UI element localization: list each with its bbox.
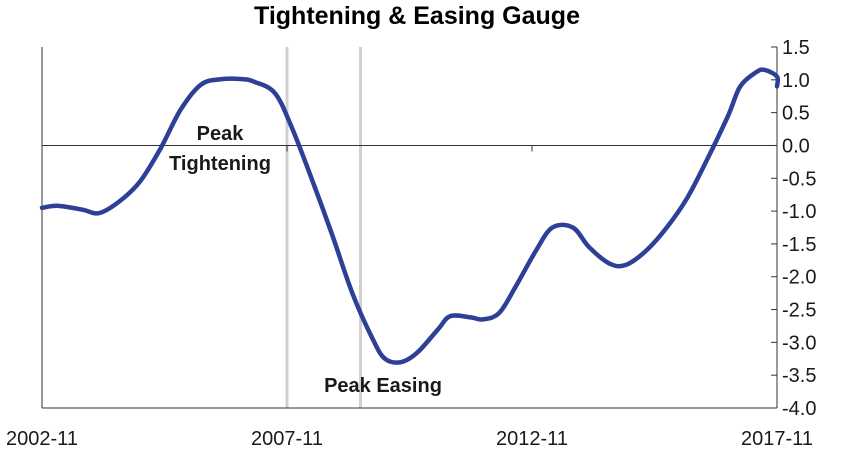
y-tick-label: -2.5 — [782, 300, 816, 322]
annotation-peak-tightening-line1: Peak — [197, 123, 245, 145]
series-group — [39, 67, 781, 365]
x-tick-label: 2007-11 — [251, 428, 323, 450]
y-tick-label: -1.0 — [782, 201, 816, 223]
plot-frame — [41, 47, 778, 409]
annotation-peak-tightening-line2: Tightening — [169, 153, 271, 175]
y-tick-label: 0.0 — [782, 135, 810, 157]
x-tick-label: 2012-11 — [496, 428, 568, 450]
reference-lines — [285, 47, 362, 408]
annotations: Peak Tightening Peak Easing — [169, 123, 442, 397]
y-tick-label: -1.5 — [782, 234, 816, 256]
y-tick-label: -2.0 — [782, 267, 816, 289]
y-tick-label: 1.5 — [782, 37, 810, 59]
x-tick-label: 2002-11 — [6, 428, 78, 450]
y-tick-label: -0.5 — [782, 168, 816, 190]
annotation-peak-easing: Peak Easing — [324, 375, 442, 397]
gauge-series-line — [39, 67, 781, 365]
y-tick-label: -3.5 — [782, 365, 816, 387]
y-axis: 1.5 1.0 0.5 0.0 -0.5 -1.0 -1.5 -2.0 -2.5 -3.0 -3.5… — [771, 37, 816, 420]
x-tick-label: 2017-11 — [741, 428, 813, 450]
chart-title: Tightening & Easing Gauge — [254, 2, 580, 30]
y-tick-label: 1.0 — [782, 70, 810, 92]
y-tick-label: 0.5 — [782, 103, 810, 125]
y-tick-label: -3.0 — [782, 332, 816, 354]
x-axis: 2002-11 2007-11 2012-11 2017-11 — [6, 145, 813, 450]
y-tick-label: -4.0 — [782, 398, 816, 420]
